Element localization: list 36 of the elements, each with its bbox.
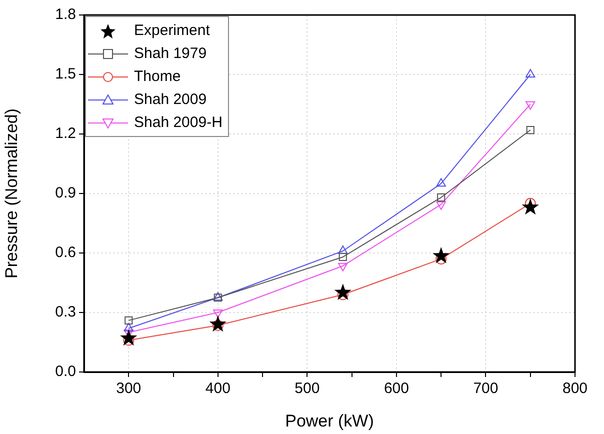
point: [526, 69, 536, 78]
legend-label: Shah 2009-H: [134, 113, 222, 133]
x-axis-title: Power (kW): [285, 411, 374, 430]
point: [120, 329, 138, 346]
legend-label: Shah 2009: [134, 90, 207, 110]
y-tick-label: 0.0: [55, 363, 76, 380]
point: [522, 198, 539, 215]
point: [124, 316, 133, 324]
x-tick-label: 700: [473, 380, 498, 398]
x-tick-label: 400: [205, 380, 230, 398]
legend-label: Experiment: [134, 21, 210, 41]
point: [213, 310, 223, 318]
point: [526, 101, 536, 110]
point: [338, 252, 347, 261]
x-tick-label: 500: [294, 380, 320, 398]
y-tick-label: 0.9: [55, 184, 76, 202]
point: [432, 246, 450, 264]
point: [334, 284, 352, 300]
y-axis-title: Pressure (Normalized): [2, 108, 21, 279]
y-tick-label: 1.2: [55, 125, 76, 142]
legend-label: Shah 1979: [134, 44, 207, 64]
point: [436, 178, 446, 187]
y-tick-label: 0.3: [55, 304, 76, 321]
x-tick-label: 600: [384, 380, 409, 398]
x-tick-label: 300: [116, 380, 142, 398]
point: [124, 322, 134, 332]
point: [436, 201, 446, 210]
point: [338, 262, 348, 272]
point: [209, 315, 226, 332]
point: [437, 193, 446, 202]
y-tick-label: 0.6: [55, 244, 76, 262]
x-tick-label: 800: [562, 380, 588, 398]
y-tick-label: 1.5: [55, 66, 76, 83]
legend-label: Thome: [134, 67, 181, 87]
y-tick-label: 1.8: [55, 6, 76, 24]
point: [526, 126, 534, 134]
